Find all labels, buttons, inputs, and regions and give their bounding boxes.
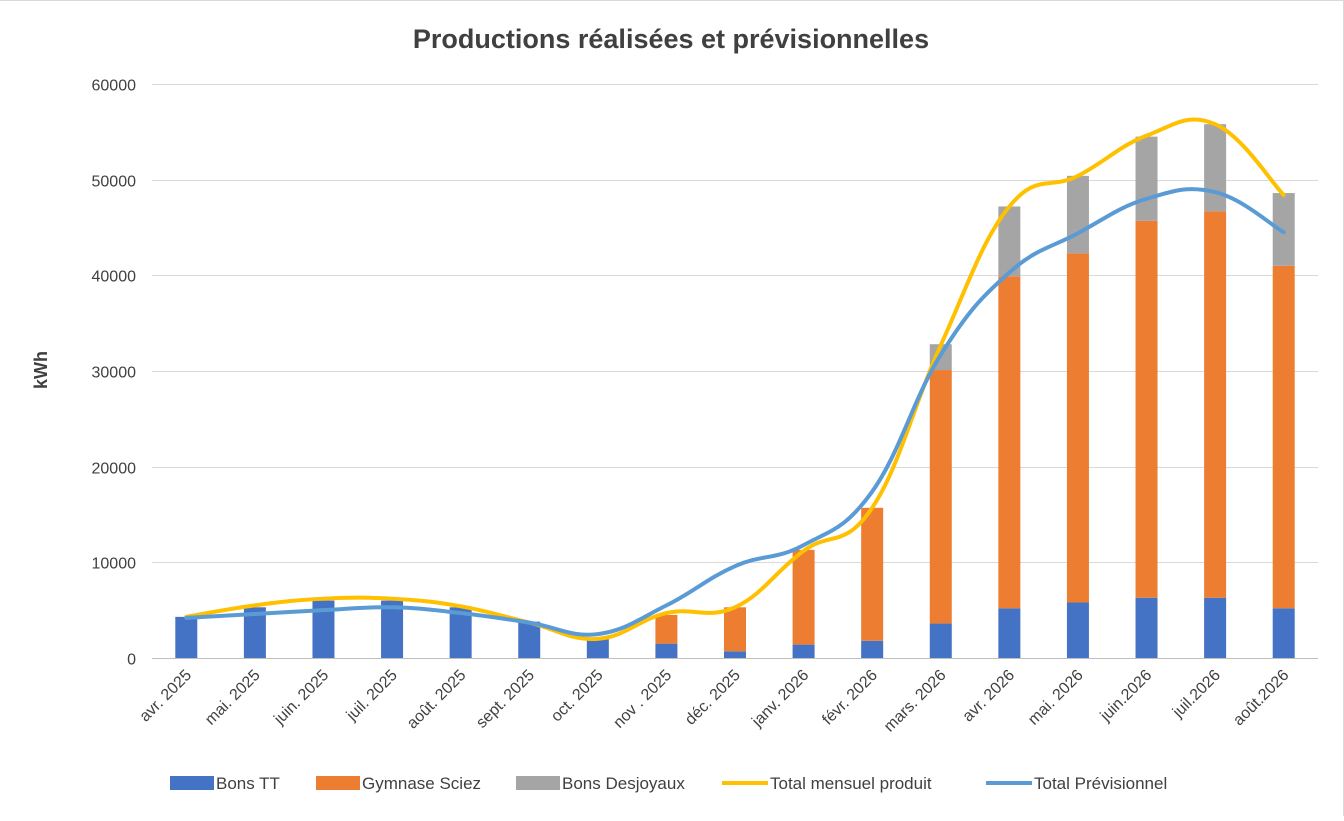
bar-bons-tt	[175, 616, 198, 658]
legend-swatch	[316, 776, 360, 790]
legend-label: Gymnase Sciez	[362, 774, 481, 793]
bar-bons-desjoyaux	[1204, 124, 1227, 212]
legend-item: Gymnase Sciez	[316, 774, 481, 793]
bar-bons-tt	[518, 621, 541, 658]
legend-item: Total Prévisionnel	[986, 774, 1167, 793]
bar-bons-tt	[243, 607, 266, 658]
bar-gymnase-sciez	[998, 276, 1021, 609]
bar-gymnase-sciez	[929, 370, 952, 624]
legend-swatch	[170, 776, 214, 790]
bar-bons-tt	[312, 600, 335, 658]
bar-gymnase-sciez	[861, 507, 884, 641]
y-tick-label: 60000	[92, 78, 137, 95]
legend-label: Total mensuel produit	[770, 774, 932, 793]
bar-bons-tt	[1272, 608, 1295, 658]
bar-gymnase-sciez	[792, 549, 815, 645]
y-axis-label: kWh	[31, 351, 51, 389]
legend-label: Bons Desjoyaux	[562, 774, 685, 793]
bar-gymnase-sciez	[1272, 265, 1295, 609]
y-tick-label: 50000	[92, 174, 137, 191]
legend-label: Total Prévisionnel	[1034, 774, 1167, 793]
bar-bons-tt	[1066, 602, 1089, 658]
bar-bons-tt	[998, 608, 1021, 658]
bar-bons-desjoyaux	[1272, 193, 1295, 266]
bar-bons-tt	[655, 643, 678, 658]
bar-bons-tt	[724, 651, 746, 658]
line-total-prévisionnel	[184, 187, 1286, 637]
bar-bons-tt	[792, 644, 815, 658]
y-tick-label: 20000	[92, 461, 137, 478]
y-tick-label: 30000	[92, 365, 137, 382]
bar-bons-tt	[586, 638, 609, 658]
bar-bons-desjoyaux	[1066, 175, 1089, 254]
legend-item: Bons TT	[170, 774, 280, 793]
y-tick-label: 40000	[92, 269, 137, 286]
bar-bons-desjoyaux	[1135, 136, 1158, 221]
legend-item: Bons Desjoyaux	[516, 774, 685, 793]
legend-item: Total mensuel produit	[722, 774, 932, 793]
bar-bons-tt	[1204, 597, 1227, 658]
legend-label: Bons TT	[216, 774, 280, 793]
bar-gymnase-sciez	[1204, 211, 1227, 598]
bar-bons-tt	[929, 623, 952, 658]
series-lines	[184, 117, 1286, 642]
bar-gymnase-sciez	[1066, 253, 1089, 603]
legend-swatch	[516, 776, 560, 790]
bars	[175, 124, 1295, 658]
bar-bons-tt	[381, 600, 404, 658]
bar-bons-desjoyaux	[998, 206, 1021, 277]
bar-bons-tt	[861, 640, 884, 658]
bar-gymnase-sciez	[1135, 220, 1158, 598]
y-tick-label: 0	[127, 652, 136, 669]
legend: Bons TT Gymnase Sciez Bons Desjoyaux Total …	[170, 774, 1167, 793]
bar-bons-tt	[1135, 597, 1158, 658]
bar-gymnase-sciez	[724, 607, 746, 652]
bar-gymnase-sciez	[655, 614, 678, 644]
line-total-mensuel-produit	[184, 117, 1286, 642]
y-axis-ticks: 0 10000 20000 30000 40000 50000 60000	[92, 78, 137, 669]
gridlines	[152, 84, 1318, 659]
chart-title: Productions réalisées et prévisionnelles	[413, 24, 929, 54]
y-tick-label: 10000	[92, 556, 137, 573]
bar-bons-tt	[449, 607, 472, 658]
